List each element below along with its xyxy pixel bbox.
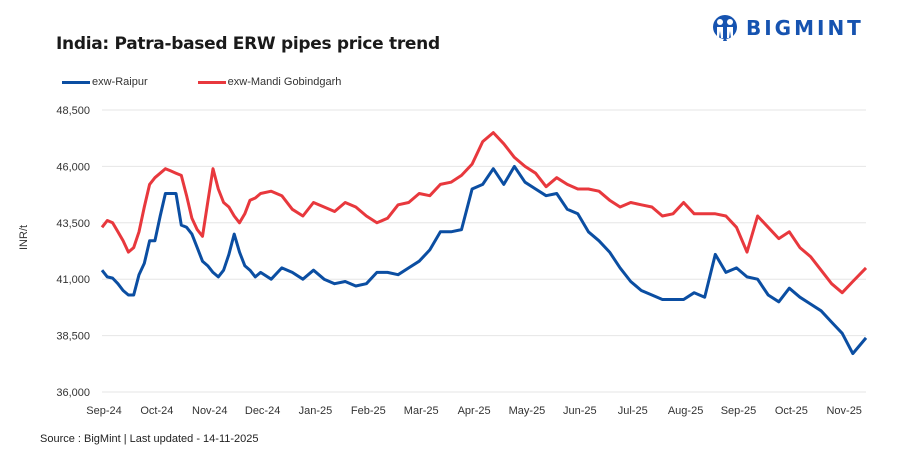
- y-tick-label: 41,000: [56, 274, 90, 286]
- x-tick-label: Nov-24: [192, 405, 227, 417]
- source-note: Source : BigMint | Last updated - 14-11-…: [40, 433, 259, 445]
- y-tick-label: 38,500: [56, 331, 90, 343]
- legend-label-raipur: exw-Raipur: [92, 76, 148, 88]
- x-tick-label: Oct-25: [775, 405, 808, 417]
- y-tick-label: 46,000: [56, 161, 90, 173]
- x-tick-label: May-25: [509, 405, 546, 417]
- legend-swatch-raipur: [62, 80, 90, 84]
- x-tick-label: Apr-25: [458, 405, 491, 417]
- x-tick-label: Oct-24: [140, 405, 173, 417]
- legend: exw-Raipur exw-Mandi Gobindgarh: [62, 76, 391, 88]
- brand-name: BIGMINT: [746, 16, 864, 40]
- legend-item-mandi: exw-Mandi Gobindgarh: [197, 76, 342, 88]
- x-tick-label: Aug-25: [668, 405, 703, 417]
- gridlines: [102, 109, 866, 393]
- x-tick-label: Sep-24: [86, 405, 121, 417]
- x-tick-label: Feb-25: [351, 405, 386, 417]
- x-tick-label: Dec-24: [245, 405, 280, 417]
- bigmint-logo: BIGMINT: [712, 14, 864, 42]
- series-lines: [100, 131, 868, 356]
- x-tick-labels: Sep-24 Oct-24 Nov-24 Dec-24 Jan-25 Feb-25 Mar-…: [86, 405, 862, 417]
- x-tick-label: Jun-25: [563, 405, 597, 417]
- bigmint-logo-icon: [713, 15, 737, 41]
- x-tick-label: Nov-25: [826, 405, 861, 417]
- chart-title: India: Patra-based ERW pipes price trend: [56, 34, 440, 54]
- x-tick-label: Jul-25: [618, 405, 648, 417]
- legend-item-raipur: exw-Raipur: [62, 76, 148, 88]
- y-tick-label: 43,500: [56, 218, 90, 230]
- y-tick-label: 48,500: [56, 105, 90, 117]
- x-tick-label: Jan-25: [299, 405, 333, 417]
- x-tick-label: Sep-25: [721, 405, 756, 417]
- series-line-raipur: [100, 164, 868, 356]
- series-line-mandi-gobindgarh: [100, 131, 868, 295]
- legend-swatch-mandi: [197, 80, 226, 84]
- x-tick-label: Mar-25: [404, 405, 439, 417]
- y-tick-label: 36,000: [56, 387, 90, 399]
- y-tick-labels: 36,000 38,500 41,000 43,500 46,000 48,500: [56, 105, 90, 399]
- legend-label-mandi: exw-Mandi Gobindgarh: [227, 76, 342, 88]
